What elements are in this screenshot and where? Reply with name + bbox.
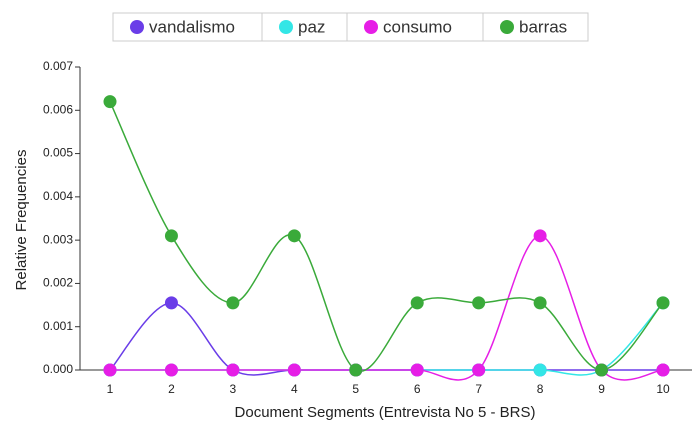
legend-swatch: [130, 20, 144, 34]
y-tick-label: 0.007: [43, 59, 73, 73]
series-line: [109, 302, 663, 376]
data-point: [656, 296, 670, 310]
x-tick-label: 4: [291, 382, 298, 396]
x-axis-title: Document Segments (Entrevista No 5 - BRS…: [235, 404, 536, 421]
data-point: [103, 363, 117, 377]
data-point: [287, 229, 301, 243]
y-tick-label: 0.003: [43, 232, 73, 246]
legend-swatch: [500, 20, 514, 34]
legend-swatch: [364, 20, 378, 34]
data-point: [472, 296, 486, 310]
x-tick-label: 3: [230, 382, 237, 396]
y-tick-label: 0.006: [43, 102, 73, 116]
data-point: [103, 95, 117, 109]
legend-label: vandalismo: [149, 17, 235, 36]
x-tick-label: 9: [598, 382, 605, 396]
x-tick-label: 8: [537, 382, 544, 396]
data-point: [410, 363, 424, 377]
data-point: [595, 363, 609, 377]
x-tick-label: 6: [414, 382, 421, 396]
y-tick-label: 0.004: [43, 189, 73, 203]
legend-label: paz: [298, 17, 325, 36]
series-line: [109, 235, 664, 381]
y-tick-label: 0.000: [43, 362, 73, 376]
legend-item[interactable]: vandalismo: [112, 12, 263, 42]
legend-item[interactable]: paz: [261, 12, 348, 42]
legend-label: consumo: [383, 17, 452, 36]
data-point: [226, 296, 240, 310]
data-point: [287, 363, 301, 377]
series-line: [109, 101, 664, 372]
data-point: [226, 363, 240, 377]
series-line: [109, 302, 664, 376]
x-tick-label: 5: [352, 382, 359, 396]
data-point: [472, 363, 486, 377]
x-tick-label: 2: [168, 382, 175, 396]
y-axis-title: Relative Frequencies: [13, 150, 30, 291]
data-point: [410, 296, 424, 310]
y-tick-label: 0.005: [43, 146, 73, 160]
data-point: [533, 296, 547, 310]
data-point: [533, 229, 547, 243]
y-tick-label: 0.001: [43, 319, 73, 333]
data-point: [164, 363, 178, 377]
legend-item[interactable]: consumo: [346, 12, 484, 42]
data-point: [164, 296, 178, 310]
data-point: [656, 363, 670, 377]
legend-box[interactable]: [261, 12, 348, 42]
legend-item[interactable]: barras: [482, 12, 589, 42]
x-tick-label: 1: [107, 382, 114, 396]
x-tick-label: 10: [656, 382, 670, 396]
data-point: [164, 229, 178, 243]
y-tick-label: 0.002: [43, 276, 73, 290]
data-point: [349, 363, 363, 377]
x-tick-label: 7: [475, 382, 482, 396]
legend-label: barras: [519, 17, 567, 36]
data-point: [533, 363, 547, 377]
legend-swatch: [279, 20, 293, 34]
